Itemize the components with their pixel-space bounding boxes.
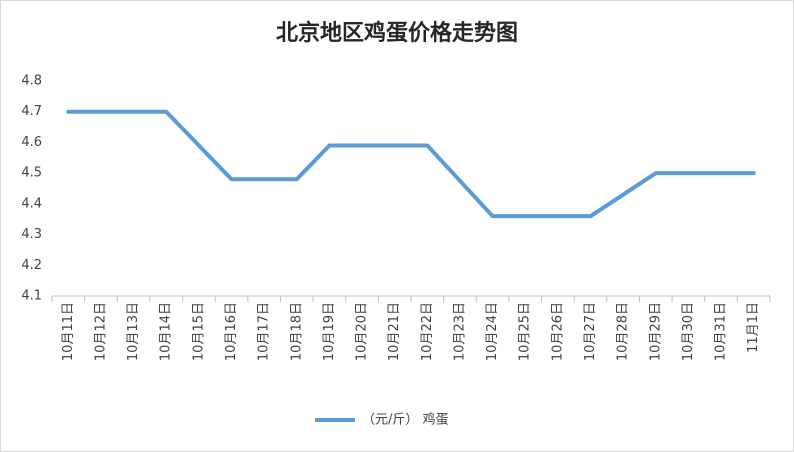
x-tick-label: 10月26日 xyxy=(550,302,565,361)
y-tick-label: 4.5 xyxy=(21,166,42,181)
x-tick-label: 11月1日 xyxy=(746,302,761,353)
legend-label: （元/斤） 鸡蛋 xyxy=(362,412,449,428)
x-tick-label: 10月22日 xyxy=(420,302,435,361)
x-tick-label: 10月12日 xyxy=(93,302,108,361)
series-line xyxy=(66,109,756,219)
x-tick-label: 10月15日 xyxy=(191,302,206,361)
x-tick-label: 10月19日 xyxy=(322,302,337,361)
x-tick-label: 10月29日 xyxy=(648,302,663,361)
y-tick-label: 4.6 xyxy=(21,135,42,150)
x-tick-label: 10月31日 xyxy=(714,302,729,361)
x-tick-label: 10月23日 xyxy=(452,302,467,361)
x-tick-label: 10月20日 xyxy=(355,302,370,361)
y-tick-label: 4.2 xyxy=(21,258,42,273)
x-tick-label: 10月30日 xyxy=(681,302,696,361)
y-tick-label: 4.4 xyxy=(21,196,42,211)
x-tick-label: 10月24日 xyxy=(485,302,500,361)
chart-title: 北京地区鸡蛋价格走势图 xyxy=(276,20,518,46)
x-tick-label: 10月25日 xyxy=(518,302,533,361)
y-tick-label: 4.7 xyxy=(21,104,42,119)
x-tick-label: 10月11日 xyxy=(61,302,76,361)
x-tick-label: 10月13日 xyxy=(126,302,141,361)
y-tick-label: 4.1 xyxy=(21,289,42,304)
x-tick-label: 10月16日 xyxy=(224,302,239,361)
x-tick-label: 10月14日 xyxy=(159,302,174,361)
x-tick-label: 10月28日 xyxy=(616,302,631,361)
y-tick-label: 4.3 xyxy=(21,227,42,242)
x-tick-label: 10月21日 xyxy=(387,302,402,361)
x-tick-label: 10月18日 xyxy=(289,302,304,361)
x-tick-label: 10月17日 xyxy=(257,302,272,361)
x-tick-label: 10月27日 xyxy=(583,302,598,361)
y-tick-label: 4.8 xyxy=(21,74,42,89)
